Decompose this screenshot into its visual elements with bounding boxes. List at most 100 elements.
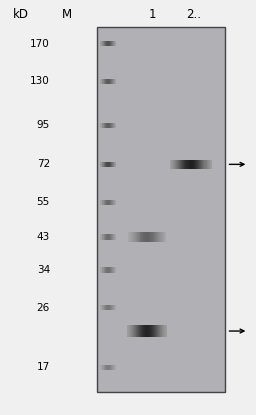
Bar [113, 305, 114, 310]
Bar [127, 325, 128, 337]
Bar [100, 234, 101, 239]
Bar [108, 162, 109, 167]
Bar [112, 234, 113, 239]
Text: 17: 17 [37, 362, 50, 372]
Bar [206, 160, 207, 169]
Text: 55: 55 [37, 197, 50, 207]
Text: M: M [61, 8, 72, 21]
Bar [104, 162, 105, 167]
Bar [112, 162, 113, 167]
Bar [141, 232, 142, 242]
Bar [189, 160, 190, 169]
Bar [192, 160, 193, 169]
Bar [143, 232, 144, 242]
Bar [194, 160, 195, 169]
Bar [163, 232, 164, 242]
Bar [104, 234, 105, 239]
Bar [142, 232, 143, 242]
Bar [108, 78, 109, 84]
Bar [109, 200, 110, 205]
Bar [113, 234, 114, 239]
Bar [153, 232, 154, 242]
Bar [175, 160, 176, 169]
Bar [109, 305, 110, 310]
Bar [145, 325, 146, 337]
Bar [107, 234, 108, 239]
Bar [198, 160, 199, 169]
Bar [164, 232, 165, 242]
Bar [105, 267, 106, 273]
Bar [129, 232, 130, 242]
Bar [106, 200, 107, 205]
Bar [103, 267, 104, 273]
Bar [100, 200, 101, 205]
Bar [114, 305, 115, 310]
Bar [130, 325, 131, 337]
Bar [137, 325, 138, 337]
Bar [195, 160, 196, 169]
Bar [181, 160, 182, 169]
Bar [104, 78, 105, 84]
Bar [184, 160, 185, 169]
Bar [210, 160, 211, 169]
Bar [140, 232, 141, 242]
Bar [102, 162, 103, 167]
Bar [169, 160, 171, 169]
Bar [110, 305, 111, 310]
Bar [109, 365, 110, 370]
Bar [108, 200, 109, 205]
Bar [104, 267, 105, 273]
Bar [136, 325, 137, 337]
Bar [114, 365, 115, 370]
Bar [110, 267, 111, 273]
Bar [102, 305, 103, 310]
Bar [105, 305, 106, 310]
Bar [108, 365, 109, 370]
Bar [101, 78, 102, 84]
Bar [111, 234, 112, 239]
Text: kD: kD [13, 8, 28, 21]
Bar [100, 267, 101, 273]
Bar [104, 305, 105, 310]
Bar [97, 27, 225, 392]
Bar [114, 200, 115, 205]
Bar [108, 41, 109, 46]
Bar [114, 267, 115, 273]
Bar [112, 365, 113, 370]
Bar [102, 234, 103, 239]
Text: 26: 26 [37, 303, 50, 312]
Bar [164, 325, 165, 337]
Bar [113, 200, 114, 205]
Bar [114, 162, 115, 167]
Bar [158, 232, 159, 242]
Bar [105, 234, 106, 239]
Bar [115, 162, 116, 167]
Bar [144, 325, 145, 337]
Bar [160, 325, 161, 337]
Bar [147, 232, 148, 242]
Bar [106, 267, 107, 273]
Bar [100, 41, 101, 46]
Bar [146, 325, 147, 337]
Bar [162, 325, 163, 337]
Bar [200, 160, 201, 169]
Bar [110, 234, 111, 239]
Text: 95: 95 [37, 120, 50, 130]
Bar [147, 325, 148, 337]
Bar [108, 123, 109, 128]
Bar [111, 78, 112, 84]
Bar [211, 160, 212, 169]
Bar [197, 160, 198, 169]
Bar [113, 41, 114, 46]
Bar [109, 234, 110, 239]
Bar [188, 160, 189, 169]
Bar [100, 78, 101, 84]
Bar [103, 78, 104, 84]
Bar [180, 160, 181, 169]
Bar [106, 365, 107, 370]
Bar [104, 365, 105, 370]
Bar [105, 200, 106, 205]
Bar [115, 41, 116, 46]
Bar [182, 160, 183, 169]
Bar [157, 232, 158, 242]
